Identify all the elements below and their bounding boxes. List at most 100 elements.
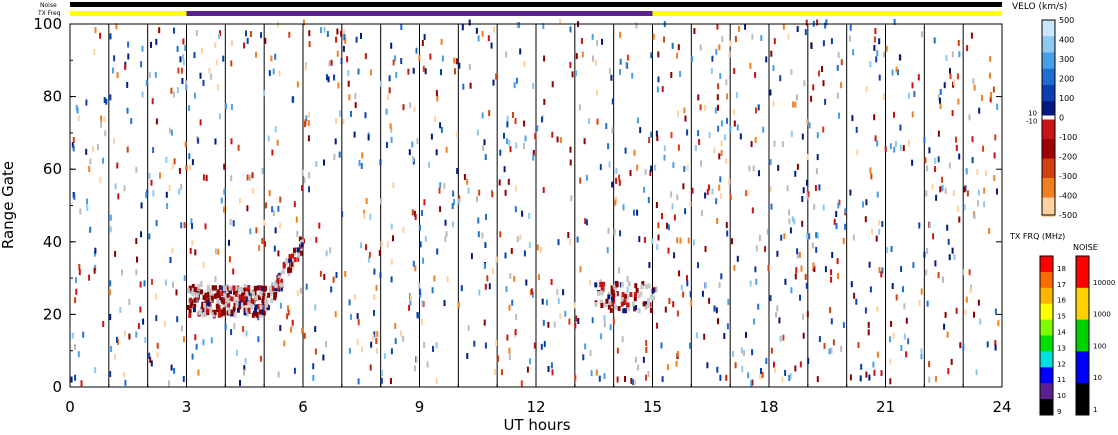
- echo-point: [188, 285, 192, 291]
- echo-point: [416, 312, 419, 318]
- echo-point: [235, 301, 239, 307]
- echo-point: [881, 267, 884, 274]
- echo-point: [636, 209, 639, 216]
- echo-point: [307, 120, 310, 126]
- echo-point: [620, 282, 624, 288]
- echo-point: [932, 233, 935, 240]
- echo-point: [268, 286, 272, 292]
- echo-point: [642, 301, 646, 307]
- echo-point: [928, 376, 931, 383]
- echo-point: [813, 203, 816, 210]
- echo-point: [551, 369, 554, 376]
- echo-point: [893, 146, 896, 153]
- echo-point: [249, 31, 252, 37]
- echo-point: [958, 216, 961, 223]
- frequency-tick-label: 15: [1057, 313, 1066, 321]
- echo-point: [193, 52, 196, 59]
- echo-point: [514, 185, 517, 192]
- echo-point: [473, 340, 476, 347]
- echo-point: [720, 273, 723, 280]
- echo-point: [633, 296, 637, 302]
- echo-point: [117, 339, 119, 345]
- echo-point: [993, 152, 996, 159]
- echo-point: [830, 276, 833, 283]
- echo-point: [126, 81, 129, 88]
- echo-point: [261, 237, 264, 244]
- echo-point: [338, 151, 341, 158]
- echo-point: [504, 252, 507, 259]
- echo-point: [337, 82, 340, 89]
- frequency-color-swatch: [1040, 303, 1053, 321]
- echo-point: [557, 239, 560, 246]
- echo-point: [673, 252, 676, 259]
- echo-point: [538, 274, 540, 281]
- echo-point: [182, 59, 185, 66]
- echo-point: [807, 191, 810, 198]
- echo-point: [810, 43, 813, 49]
- echo-point: [758, 235, 761, 242]
- echo-point: [202, 261, 205, 268]
- echo-point: [155, 118, 158, 125]
- echo-point: [223, 206, 225, 213]
- echo-point: [458, 195, 461, 202]
- echo-point: [180, 183, 183, 190]
- velocity-tick-label: -500: [1059, 211, 1077, 220]
- echo-point: [224, 323, 227, 330]
- echo-point: [424, 235, 427, 242]
- echo-point: [600, 303, 604, 308]
- echo-point: [917, 74, 920, 81]
- echo-point: [878, 219, 881, 226]
- echo-point: [314, 348, 317, 355]
- echo-point: [288, 254, 292, 260]
- echo-point: [754, 71, 757, 78]
- echo-point: [701, 290, 704, 297]
- echo-point: [213, 293, 217, 299]
- echo-point: [418, 288, 421, 295]
- echo-point: [937, 130, 940, 137]
- echo-point: [925, 269, 928, 276]
- echo-point: [550, 362, 553, 369]
- echo-point: [903, 303, 906, 310]
- echo-point: [301, 169, 304, 176]
- echo-point: [958, 51, 961, 58]
- echo-point: [948, 162, 951, 169]
- echo-point: [864, 216, 867, 223]
- echo-point: [135, 331, 138, 338]
- echo-point: [676, 237, 679, 244]
- echo-point: [451, 203, 454, 210]
- echo-point: [102, 321, 105, 327]
- echo-point: [395, 72, 398, 78]
- echo-point: [833, 218, 836, 225]
- echo-point: [934, 166, 937, 172]
- echo-point: [261, 286, 265, 292]
- echo-point: [878, 38, 881, 45]
- noise-tick-label: 1000: [1093, 311, 1111, 319]
- echo-point: [244, 358, 247, 364]
- echo-point: [200, 306, 204, 312]
- echo-point: [619, 58, 622, 65]
- echo-point: [588, 118, 591, 125]
- echo-point: [468, 64, 471, 71]
- echo-point: [262, 291, 266, 297]
- echo-point: [202, 174, 205, 181]
- echo-point: [686, 164, 689, 171]
- echo-point: [230, 175, 233, 182]
- echo-point: [689, 291, 692, 298]
- frequency-tick-label: 18: [1057, 265, 1066, 273]
- echo-point: [615, 167, 618, 174]
- echo-point: [787, 33, 790, 40]
- echo-point: [232, 268, 235, 275]
- echo-point: [155, 220, 158, 227]
- echo-point: [849, 374, 852, 381]
- echo-point: [678, 270, 681, 277]
- echo-point: [285, 257, 289, 263]
- echo-point: [274, 53, 277, 60]
- echo-point: [389, 123, 392, 130]
- echo-point: [233, 298, 237, 303]
- echo-point: [810, 95, 813, 102]
- echo-point: [94, 367, 97, 374]
- echo-point: [697, 94, 700, 101]
- echo-point: [477, 217, 480, 224]
